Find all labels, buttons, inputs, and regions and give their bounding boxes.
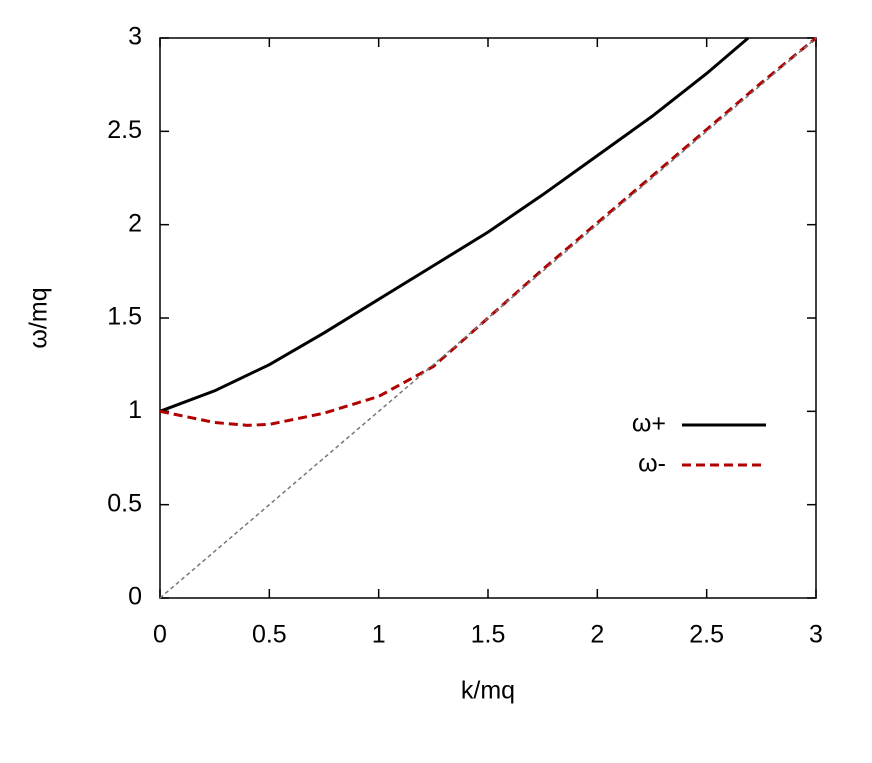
y-tick-label: 2.5 <box>107 116 142 144</box>
x-tick-label: 2.5 <box>689 621 724 649</box>
legend-label: ω- <box>638 450 666 478</box>
x-tick-label: 1.5 <box>471 621 506 649</box>
x-axis-label: k/mq <box>461 677 515 705</box>
x-tick-label: 3 <box>809 621 823 649</box>
y-tick-label: 2 <box>128 209 142 237</box>
y-axis-label: ω/mq <box>25 287 53 348</box>
y-tick-label: 0 <box>128 583 142 611</box>
y-tick-label: 3 <box>128 23 142 51</box>
y-tick-label: 0.5 <box>107 489 142 517</box>
series-line <box>159 36 750 413</box>
series-line <box>159 37 817 599</box>
x-tick-label: 0.5 <box>252 621 287 649</box>
y-tick-label: 1 <box>128 396 142 424</box>
legend-label: ω+ <box>632 410 666 438</box>
y-tick-label: 1.5 <box>107 303 142 331</box>
x-tick-label: 0 <box>153 621 167 649</box>
x-tick-label: 2 <box>590 621 604 649</box>
x-tick-label: 1 <box>372 621 386 649</box>
